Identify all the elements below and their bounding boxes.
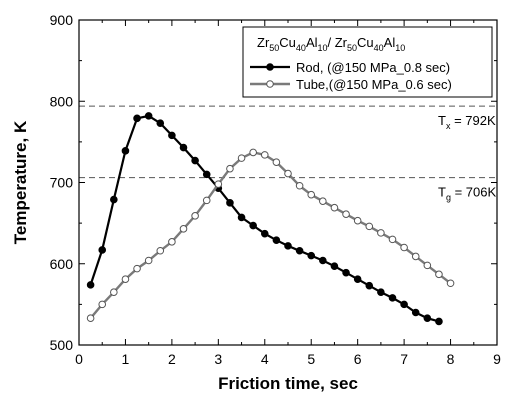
data-point [342, 210, 350, 218]
data-point [400, 243, 408, 252]
data-point [226, 164, 234, 173]
data-point [179, 143, 188, 152]
y-tick-label: 500 [50, 337, 74, 353]
reference-line-label: Tx = 792K [438, 113, 496, 131]
data-point [133, 114, 141, 123]
data-point [226, 199, 234, 207]
data-point [365, 222, 374, 231]
data-point [156, 246, 165, 255]
data-point [133, 264, 141, 273]
data-point [237, 213, 246, 222]
data-point [423, 261, 432, 270]
data-point [144, 256, 153, 265]
series-1 [86, 112, 443, 326]
data-point [330, 262, 339, 270]
x-tick-label: 2 [168, 351, 176, 367]
x-tick-label: 8 [447, 351, 455, 367]
data-point [168, 131, 176, 140]
legend-marker [266, 63, 274, 71]
series-layer [86, 112, 455, 326]
data-point [249, 221, 257, 230]
data-point [400, 300, 408, 309]
data-point [237, 154, 246, 162]
data-point [377, 229, 385, 237]
x-tick-label: 7 [400, 351, 408, 367]
data-point [191, 212, 199, 220]
data-point [272, 236, 281, 244]
data-point [260, 151, 269, 159]
data-point [330, 203, 339, 212]
data-point [191, 156, 199, 165]
legend-box [242, 26, 493, 98]
x-tick-label: 3 [214, 351, 222, 367]
x-tick-label: 5 [307, 351, 315, 367]
data-point [319, 197, 327, 205]
data-point [377, 288, 385, 296]
y-tick-label: 700 [50, 175, 74, 191]
data-point [319, 256, 327, 265]
legend-marker [266, 80, 274, 88]
data-point [98, 300, 107, 309]
data-point [202, 196, 211, 205]
x-tick-label: 4 [261, 351, 269, 367]
data-point [435, 270, 443, 279]
data-point [411, 308, 420, 317]
data-point [295, 246, 304, 255]
data-point [202, 170, 211, 179]
data-point [86, 281, 95, 289]
y-tick-label: 900 [50, 12, 74, 28]
data-point [260, 229, 269, 238]
data-point [179, 225, 188, 233]
legend-label: Tube,(@150 MPa_0.6 sec) [296, 77, 452, 92]
y-axis-label: Temperature, K [11, 120, 30, 244]
legend-label: Rod, (@150 MPa_0.8 sec) [296, 60, 450, 75]
legend: Zr50Cu40Al10/ Zr50Cu40Al10 Rod, (@150 MPa… [242, 26, 493, 98]
data-point [110, 288, 118, 296]
legend-title: Zr50Cu40Al10/ Zr50Cu40Al10 [257, 35, 405, 53]
data-point [342, 268, 350, 277]
series-line [89, 114, 440, 323]
data-point [307, 251, 316, 260]
x-tick-label: 0 [75, 351, 83, 367]
x-tick-label: 1 [122, 351, 130, 367]
data-point [110, 195, 118, 204]
data-point [144, 112, 153, 120]
ticks-layer [78, 19, 498, 346]
data-point [446, 279, 455, 288]
data-point [307, 190, 316, 199]
data-point [121, 147, 130, 155]
data-point [295, 181, 304, 190]
data-point [168, 238, 176, 246]
data-point [214, 180, 223, 188]
data-point [284, 242, 292, 250]
data-point [388, 294, 397, 302]
data-point [423, 314, 432, 322]
reference-line-label: Tg = 706K [438, 185, 496, 203]
x-tick-label: 9 [493, 351, 501, 367]
x-axis-label: Friction time, sec [218, 374, 358, 393]
data-point [249, 148, 257, 157]
y-tick-label: 600 [50, 256, 74, 272]
data-point [388, 235, 397, 244]
x-tick-label: 6 [354, 351, 362, 367]
data-point [98, 246, 107, 254]
data-point [86, 314, 95, 322]
labels-layer: 0 1 2 3 4 5 6 7 8 9 500 600 700 800 900 Friction time, … [11, 12, 501, 393]
y-tick-label: 800 [50, 93, 74, 109]
data-point [435, 317, 443, 326]
series-2 [86, 148, 455, 322]
data-point [156, 119, 165, 127]
data-point [353, 275, 362, 283]
data-point [284, 169, 292, 178]
data-point [411, 252, 420, 261]
data-point [121, 275, 130, 283]
data-point [353, 216, 362, 225]
data-point [272, 158, 281, 166]
data-point [365, 281, 374, 290]
